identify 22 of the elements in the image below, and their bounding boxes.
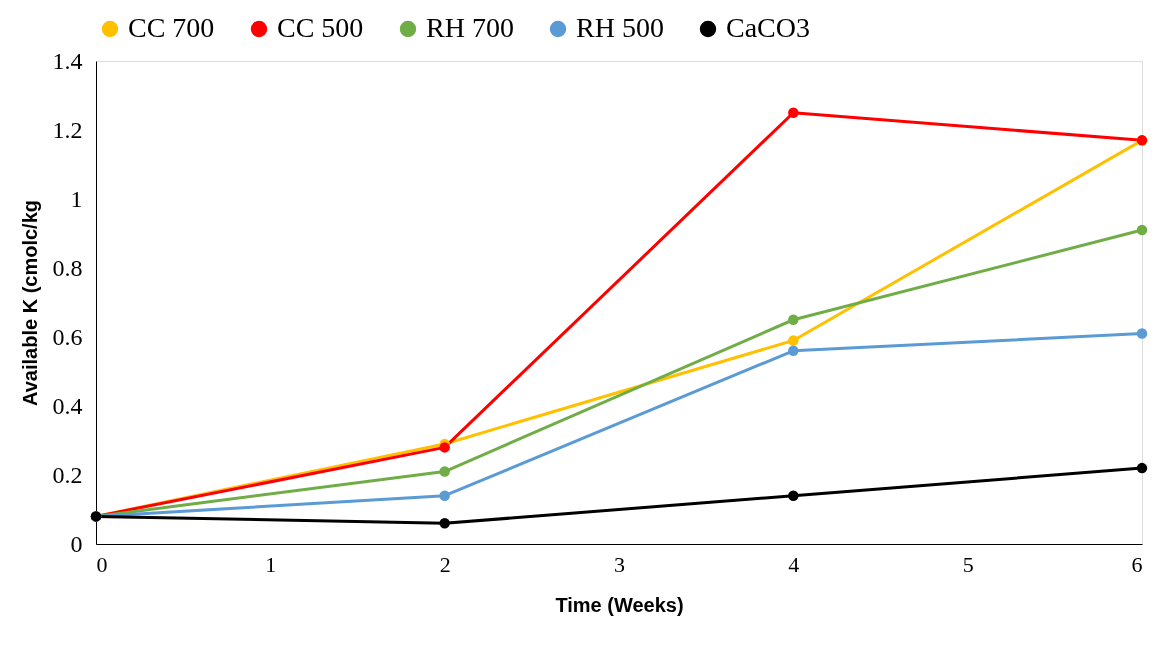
y-tick-label: 1 — [70, 185, 83, 212]
x-tick-label: 2 — [439, 551, 451, 577]
y-tick-label: 1.4 — [52, 47, 83, 74]
y-tick-label: 0 — [70, 530, 83, 557]
legend-label: RH 700 — [426, 12, 514, 43]
legend-label: CaCO3 — [726, 12, 810, 43]
legend-label: RH 500 — [576, 12, 664, 43]
x-tick-label: 6 — [1131, 551, 1143, 577]
y-tick-label: 0.6 — [52, 323, 83, 350]
legend-label: CC 700 — [128, 12, 215, 43]
y-axis-title: Available K (cmolc/kg — [18, 200, 41, 406]
legend-label: CC 500 — [277, 12, 364, 43]
x-axis-title: Time (Weeks) — [555, 593, 684, 616]
x-tick-label: 5 — [962, 551, 974, 577]
x-tick-label: 1 — [265, 551, 277, 577]
x-tick-label: 3 — [614, 551, 625, 577]
x-tick-label: 4 — [788, 551, 800, 577]
y-tick-label: 1.2 — [52, 116, 83, 143]
y-tick-label: 0.2 — [52, 461, 83, 488]
y-tick-label: 0.8 — [52, 254, 83, 281]
y-tick-label: 0.4 — [52, 392, 83, 419]
x-tick-label: 0 — [96, 551, 108, 577]
